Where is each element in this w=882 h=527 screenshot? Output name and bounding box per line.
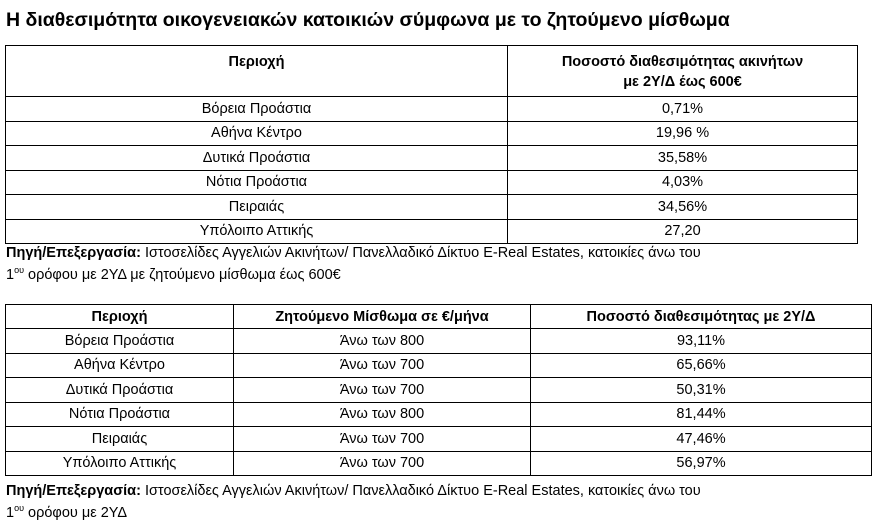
table-row: Αθήνα Κέντρο 19,96 % xyxy=(5,120,858,146)
table-row: Βόρεια Προάστια Άνω των 800 93,11% xyxy=(5,328,872,354)
source-text: Ιστοσελίδες Αγγελιών Ακινήτων/ Πανελλαδι… xyxy=(140,245,701,261)
region-cell: Υπόλοιπο Αττικής xyxy=(5,450,234,476)
region-cell: Δυτικά Προάστια xyxy=(5,377,234,403)
header-availability: Ποσοστό διαθεσιμότητας ακινήτων με 2Υ/Δ … xyxy=(507,45,858,97)
availability-cell: 65,66% xyxy=(530,352,872,378)
page-title: Η διαθεσιμότητα οικογενειακών κατοικιών … xyxy=(6,9,730,31)
source-text-continued: ορόφου με 2ΥΔ με ζητούμενο μίσθωμα έως 6… xyxy=(24,267,341,283)
availability-cell: 34,56% xyxy=(507,194,858,220)
rent-cell: Άνω των 700 xyxy=(233,450,531,476)
availability-cell: 56,97% xyxy=(530,450,872,476)
region-cell: Νότια Προάστια xyxy=(5,401,234,427)
table-header-row: Περιοχή Ζητούμενο Μίσθωμα σε €/μήνα Ποσο… xyxy=(5,304,872,329)
source-label: Πηγή/Επεξεργασία: xyxy=(6,245,141,261)
rent-cell: Άνω των 700 xyxy=(233,377,531,403)
table-row: Νότια Προάστια 4,03% xyxy=(5,169,858,195)
region-cell: Αθήνα Κέντρο xyxy=(5,352,234,378)
table-row: Υπόλοιπο Αττικής 27,20 xyxy=(5,218,858,244)
region-cell: Πειραιάς xyxy=(5,194,508,220)
availability-cell: 93,11% xyxy=(530,328,872,354)
source-note-2: Πηγή/Επεξεργασία: Ιστοσελίδες Αγγελιών Α… xyxy=(6,480,866,524)
region-cell: Υπόλοιπο Αττικής xyxy=(5,218,508,244)
region-cell: Βόρεια Προάστια xyxy=(5,96,508,122)
header-region: Περιοχή xyxy=(5,45,508,97)
rent-cell: Άνω των 800 xyxy=(233,328,531,354)
region-cell: Πειραιάς xyxy=(5,426,234,452)
region-cell: Αθήνα Κέντρο xyxy=(5,120,508,146)
source-text-continued: ορόφου με 2ΥΔ xyxy=(24,505,128,521)
availability-cell: 50,31% xyxy=(530,377,872,403)
availability-cell: 19,96 % xyxy=(507,120,858,146)
table-row: Πειραιάς Άνω των 700 47,46% xyxy=(5,426,872,452)
availability-cell: 81,44% xyxy=(530,401,872,427)
header-availability: Ποσοστό διαθεσιμότητας με 2Υ/Δ xyxy=(530,304,872,329)
header-rent: Ζητούμενο Μίσθωμα σε €/μήνα xyxy=(233,304,531,329)
table-row: Πειραιάς 34,56% xyxy=(5,194,858,220)
source-note-1: Πηγή/Επεξεργασία: Ιστοσελίδες Αγγελιών Α… xyxy=(6,242,866,286)
table-row: Βόρεια Προάστια 0,71% xyxy=(5,96,858,122)
header-availability-line2: με 2Υ/Δ έως 600€ xyxy=(623,74,742,90)
ordinal-number: 1 xyxy=(6,267,15,283)
rent-cell: Άνω των 700 xyxy=(233,426,531,452)
availability-cell: 27,20 xyxy=(507,218,858,244)
header-availability-line1: Ποσοστό διαθεσιμότητας ακινήτων xyxy=(561,54,804,70)
ordinal-suffix: ου xyxy=(14,503,25,513)
ordinal-number: 1 xyxy=(6,505,15,521)
rent-cell: Άνω των 800 xyxy=(233,401,531,427)
region-cell: Νότια Προάστια xyxy=(5,169,508,195)
source-label: Πηγή/Επεξεργασία: xyxy=(6,483,141,499)
table-header-row: Περιοχή Ποσοστό διαθεσιμότητας ακινήτων … xyxy=(5,45,858,97)
region-cell: Βόρεια Προάστια xyxy=(5,328,234,354)
availability-rent-table: Περιοχή Ζητούμενο Μίσθωμα σε €/μήνα Ποσο… xyxy=(5,304,872,476)
ordinal-suffix: ου xyxy=(14,265,25,275)
rent-cell: Άνω των 700 xyxy=(233,352,531,378)
table-row: Αθήνα Κέντρο Άνω των 700 65,66% xyxy=(5,352,872,378)
table-row: Υπόλοιπο Αττικής Άνω των 700 56,97% xyxy=(5,450,872,476)
availability-cell: 35,58% xyxy=(507,145,858,171)
availability-cell: 0,71% xyxy=(507,96,858,122)
table-row: Δυτικά Προάστια 35,58% xyxy=(5,145,858,171)
table-row: Δυτικά Προάστια Άνω των 700 50,31% xyxy=(5,377,872,403)
availability-cell: 47,46% xyxy=(530,426,872,452)
table-row: Νότια Προάστια Άνω των 800 81,44% xyxy=(5,401,872,427)
availability-cell: 4,03% xyxy=(507,169,858,195)
availability-600-table: Περιοχή Ποσοστό διαθεσιμότητας ακινήτων … xyxy=(5,45,858,244)
region-cell: Δυτικά Προάστια xyxy=(5,145,508,171)
source-text: Ιστοσελίδες Αγγελιών Ακινήτων/ Πανελλαδι… xyxy=(140,483,701,499)
header-region: Περιοχή xyxy=(5,304,234,329)
